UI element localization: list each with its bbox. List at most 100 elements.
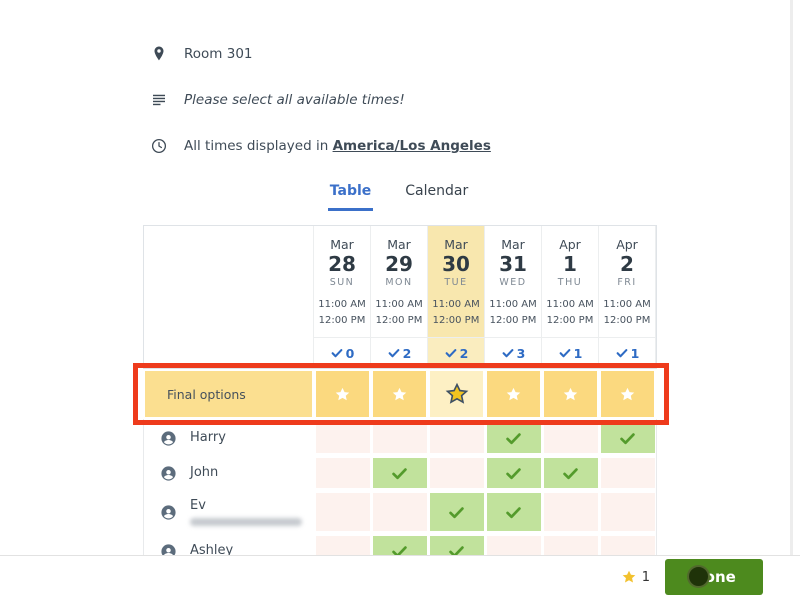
availability-cell-bg xyxy=(315,493,370,531)
availability-cell-bg xyxy=(429,458,484,488)
availability-cell-bg xyxy=(372,493,427,531)
weekday-label: TUE xyxy=(444,277,468,288)
timezone-prefix: All times displayed in xyxy=(184,138,329,154)
footer-bar: 1 Done xyxy=(0,555,800,598)
star-icon xyxy=(392,387,407,400)
final-option-star-cell[interactable] xyxy=(314,369,371,419)
count-value: 0 xyxy=(345,345,355,361)
participant-row: Ev xyxy=(144,493,656,531)
availability-count: 3 xyxy=(485,338,542,368)
start-time: 11:00 AM xyxy=(432,299,480,310)
availability-cell[interactable] xyxy=(428,493,485,531)
date-column-header[interactable]: Mar 31 WED 11:00 AM 12:00 PM xyxy=(485,226,542,338)
check-icon xyxy=(620,432,635,444)
date-column-header[interactable]: Mar 29 MON 11:00 AM 12:00 PM xyxy=(371,226,428,338)
day-number: 2 xyxy=(620,252,634,276)
final-option-star-cell[interactable] xyxy=(485,369,542,419)
month-label: Mar xyxy=(444,237,468,252)
check-icon xyxy=(392,467,407,479)
day-number: 1 xyxy=(563,252,577,276)
star-cell-bg xyxy=(544,371,597,417)
check-icon xyxy=(502,349,514,358)
day-number: 31 xyxy=(499,252,527,276)
availability-cell[interactable] xyxy=(314,493,371,531)
star-icon xyxy=(620,387,635,400)
event-info: Room 301 Please select all available tim… xyxy=(150,44,491,182)
participant-name: Harry xyxy=(190,430,226,446)
availability-cell-bg xyxy=(543,423,598,453)
availability-cell[interactable] xyxy=(314,423,371,453)
participant-name: Ev xyxy=(190,498,206,514)
person-icon xyxy=(161,504,176,520)
final-options-row: Final options xyxy=(133,363,669,425)
availability-count: 2 xyxy=(371,338,428,368)
availability-cell-bg xyxy=(486,493,541,531)
day-number: 29 xyxy=(385,252,413,276)
selected-star-count: 1 xyxy=(621,569,650,585)
date-column-header[interactable]: Mar 30 TUE 11:00 AM 12:00 PM xyxy=(428,226,485,338)
scrollbar[interactable] xyxy=(790,0,793,598)
participant-name-wrap: Harry xyxy=(190,430,226,446)
count-value: 1 xyxy=(573,345,583,361)
final-option-star-cell[interactable] xyxy=(428,369,485,419)
availability-cell[interactable] xyxy=(314,458,371,488)
timezone-link[interactable]: America/Los Angeles xyxy=(332,138,491,154)
final-option-star-cell[interactable] xyxy=(371,369,428,419)
time-range: 11:00 AM 12:00 PM xyxy=(542,297,598,328)
participant-row: Harry xyxy=(144,423,656,453)
availability-count: 1 xyxy=(599,338,656,368)
timezone-row: All times displayed in America/Los Angel… xyxy=(150,136,491,155)
availability-cell[interactable] xyxy=(485,423,542,453)
availability-cell[interactable] xyxy=(599,493,656,531)
availability-cell[interactable] xyxy=(428,423,485,453)
availability-cell[interactable] xyxy=(542,493,599,531)
time-range: 11:00 AM 12:00 PM xyxy=(428,297,484,328)
tab-calendar[interactable]: Calendar xyxy=(405,183,469,199)
availability-cell[interactable] xyxy=(542,423,599,453)
availability-cell[interactable] xyxy=(542,458,599,488)
weekday-label: SUN xyxy=(329,277,355,288)
availability-cell-bg xyxy=(543,458,598,488)
availability-cell-bg xyxy=(315,458,370,488)
check-icon xyxy=(563,467,578,479)
availability-cell-bg xyxy=(486,458,541,488)
month-label: Apr xyxy=(559,237,581,252)
availability-cell[interactable] xyxy=(371,458,428,488)
availability-cell[interactable] xyxy=(599,458,656,488)
star-icon xyxy=(563,387,578,400)
weekday-label: WED xyxy=(499,277,527,288)
done-button[interactable]: Done xyxy=(665,559,763,595)
day-number: 28 xyxy=(328,252,356,276)
availability-cell[interactable] xyxy=(599,423,656,453)
date-column-header[interactable]: Apr 1 THU 11:00 AM 12:00 PM xyxy=(542,226,599,338)
star-cell-bg xyxy=(316,371,369,417)
final-option-star-cell[interactable] xyxy=(599,369,656,419)
table-corner-cell xyxy=(144,226,314,368)
date-column-header[interactable]: Mar 28 SUN 11:00 AM 12:00 PM xyxy=(314,226,371,338)
click-marker xyxy=(687,565,710,588)
availability-cell[interactable] xyxy=(371,423,428,453)
star-icon xyxy=(445,382,468,404)
availability-cell[interactable] xyxy=(371,493,428,531)
participant-name-cell: Ev xyxy=(144,493,314,531)
availability-count: 0 xyxy=(314,338,371,368)
availability-cell[interactable] xyxy=(485,493,542,531)
weekday-label: FRI xyxy=(617,277,637,288)
availability-cell[interactable] xyxy=(428,458,485,488)
availability-cell[interactable] xyxy=(485,458,542,488)
month-label: Mar xyxy=(501,237,525,252)
date-column-header[interactable]: Apr 2 FRI 11:00 AM 12:00 PM xyxy=(599,226,656,338)
count-value: 2 xyxy=(459,345,469,361)
location-pin-icon xyxy=(154,46,164,61)
person-icon xyxy=(161,465,176,481)
participant-rows: Harry John Ev Ashley xyxy=(143,419,657,566)
weekday-label: THU xyxy=(557,277,583,288)
availability-cell-bg xyxy=(429,493,484,531)
check-icon xyxy=(506,506,521,518)
check-icon xyxy=(559,349,571,358)
final-option-star-cell[interactable] xyxy=(542,369,599,419)
tab-table[interactable]: Table xyxy=(327,181,374,211)
location-row: Room 301 xyxy=(150,44,491,63)
month-label: Apr xyxy=(616,237,638,252)
check-icon xyxy=(506,432,521,444)
